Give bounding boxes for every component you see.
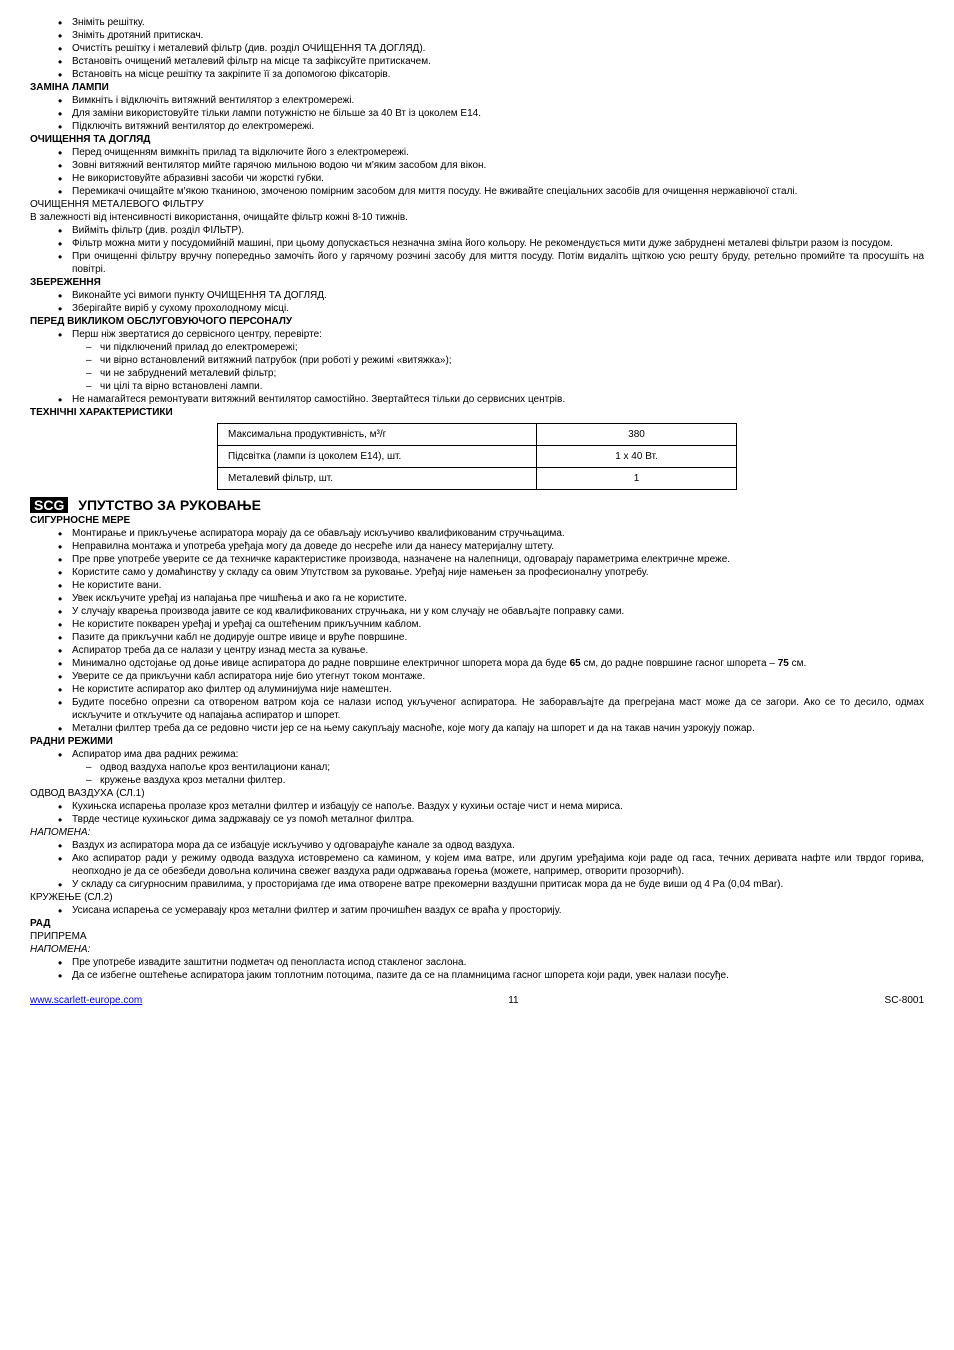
list-item: Уверите се да прикључни кабл аспиратора … bbox=[30, 670, 924, 683]
list-item: Будите посебно опрезни са отвореном ватр… bbox=[30, 696, 924, 722]
list-item: чи не забруднений металевий фільтр; bbox=[30, 367, 924, 380]
filter-intro: В залежності від інтенсивності використа… bbox=[30, 211, 924, 224]
heading-modes: РАДНИ РЕЖИМИ bbox=[30, 735, 924, 748]
list-item: Фільтр можна мити у посудомийній машині,… bbox=[30, 237, 924, 250]
list-item: Не користите покварен уређај и уређај са… bbox=[30, 618, 924, 631]
list-item: Метални филтер треба да се редовно чисти… bbox=[30, 722, 924, 735]
footer-url[interactable]: www.scarlett-europe.com bbox=[30, 994, 142, 1007]
list-item: Монтирање и прикључење аспиратора морају… bbox=[30, 527, 924, 540]
distance-value: 65 bbox=[570, 658, 581, 669]
heading-exhaust: ОДВОД ВАЗДУХА (СЛ.1) bbox=[30, 787, 924, 800]
list-item: кружење ваздуха кроз метални филтер. bbox=[30, 774, 924, 787]
list-item: Ваздух из аспиратора мора да се избацује… bbox=[30, 839, 924, 852]
spec-table: Максимальна продуктивність, м³/г 380 Під… bbox=[217, 423, 737, 490]
spec-value: 380 bbox=[537, 424, 737, 446]
list-item: Зовні витяжний вентилятор мийте гарячою … bbox=[30, 159, 924, 172]
list-item: У складу са сигурносним правилима, у про… bbox=[30, 878, 924, 891]
table-row: Підсвітка (лампи із цоколем Е14), шт. 1 … bbox=[218, 446, 737, 468]
list-item: Вимкніть і відключіть витяжний вентилято… bbox=[30, 94, 924, 107]
list-item: Перед очищенням вимкніть прилад та відкл… bbox=[30, 146, 924, 159]
list-item: Пазите да прикључни кабл не додирује ошт… bbox=[30, 631, 924, 644]
list-item: одвод ваздуха напоље кроз вентилациони к… bbox=[30, 761, 924, 774]
note-label: НАПОМЕНА: bbox=[30, 943, 924, 956]
spec-label: Максимальна продуктивність, м³/г bbox=[218, 424, 537, 446]
scg-exhaust-steps: Кухињска испарења пролазе кроз метални ф… bbox=[30, 800, 924, 826]
heading-circ: КРУЖЕЊЕ (СЛ.2) bbox=[30, 891, 924, 904]
text-part: см. bbox=[789, 658, 806, 669]
list-item: Неправилна монтажа и употреба уређаја мо… bbox=[30, 540, 924, 553]
list-item: Аспиратор има два радних режима: bbox=[30, 748, 924, 761]
list-item: При очищенні фільтру вручну попередньо з… bbox=[30, 250, 924, 276]
list-item: Усисана испарења се усмеравају кроз мета… bbox=[30, 904, 924, 917]
note-label: НАПОМЕНА: bbox=[30, 826, 924, 839]
list-item: Підключіть витяжний вентилятор до електр… bbox=[30, 120, 924, 133]
scg-modes-steps: Аспиратор има два радних режима: одвод в… bbox=[30, 748, 924, 787]
table-row: Металевий фільтр, шт. 1 bbox=[218, 468, 737, 490]
ua-service-steps: Перш ніж звертатися до сервісного центру… bbox=[30, 328, 924, 406]
list-item: Пре прве употребе уверите се да техничке… bbox=[30, 553, 924, 566]
heading-lamp: ЗАМІНА ЛАМПИ bbox=[30, 81, 924, 94]
list-item: Пре употребе извадите заштитни подметач … bbox=[30, 956, 924, 969]
distance-value: 75 bbox=[778, 658, 789, 669]
list-item: Не користите аспиратор ако филтер од алу… bbox=[30, 683, 924, 696]
list-item: Увек искључите уређај из напајања пре чи… bbox=[30, 592, 924, 605]
page-number: 11 bbox=[508, 994, 518, 1007]
list-item: Зніміть решітку. bbox=[30, 16, 924, 29]
ua-filter-steps: Зніміть решітку. Зніміть дротяний притис… bbox=[30, 16, 924, 81]
heading-storage: ЗБЕРЕЖЕННЯ bbox=[30, 276, 924, 289]
spec-label: Металевий фільтр, шт. bbox=[218, 468, 537, 490]
list-item: Для заміни використовуйте тільки лампи п… bbox=[30, 107, 924, 120]
heading-spec: ТЕХНІЧНІ ХАРАКТЕРИСТИКИ bbox=[30, 406, 924, 419]
spec-label: Підсвітка (лампи із цоколем Е14), шт. bbox=[218, 446, 537, 468]
list-item: Зберігайте виріб у сухому прохолодному м… bbox=[30, 302, 924, 315]
scg-circ-steps: Усисана испарења се усмеравају кроз мета… bbox=[30, 904, 924, 917]
text-part: Минимално одстојање од доње ивице аспира… bbox=[72, 658, 570, 669]
list-item: Встановіть на місце решітку та закріпите… bbox=[30, 68, 924, 81]
list-item: чи цілі та вірно встановлені лампи. bbox=[30, 380, 924, 393]
list-item: Аспиратор треба да се налази у центру из… bbox=[30, 644, 924, 657]
list-item: Кухињска испарења пролазе кроз метални ф… bbox=[30, 800, 924, 813]
list-item: Виконайте усі вимоги пункту ОЧИЩЕННЯ ТА … bbox=[30, 289, 924, 302]
ua-lamp-steps: Вимкніть і відключіть витяжний вентилято… bbox=[30, 94, 924, 133]
heading-metalfilter: ОЧИЩЕННЯ МЕТАЛЕВОГО ФІЛЬТРУ bbox=[30, 198, 924, 211]
manual-title: УПУТСТВО ЗА РУКОВАЊЕ bbox=[72, 497, 261, 513]
ua-clean-steps: Перед очищенням вимкніть прилад та відкл… bbox=[30, 146, 924, 198]
list-item: Вийміть фільтр (див. розділ ФІЛЬТР). bbox=[30, 224, 924, 237]
list-item: Не користите вани. bbox=[30, 579, 924, 592]
list-item: Очистіть решітку і металевий фільтр (див… bbox=[30, 42, 924, 55]
ua-storage-steps: Виконайте усі вимоги пункту ОЧИЩЕННЯ ТА … bbox=[30, 289, 924, 315]
scg-safety-steps: Монтирање и прикључење аспиратора морају… bbox=[30, 527, 924, 735]
language-tag: SCG bbox=[30, 497, 68, 513]
list-item: Встановіть очищений металевий фільтр на … bbox=[30, 55, 924, 68]
heading-prep: ПРИПРЕМА bbox=[30, 930, 924, 943]
list-item: чи вірно встановлений витяжний патрубок … bbox=[30, 354, 924, 367]
list-item: Минимално одстојање од доње ивице аспира… bbox=[30, 657, 924, 670]
list-item: У случају кварења производа јавите се ко… bbox=[30, 605, 924, 618]
list-item: чи підключений прилад до електромережі; bbox=[30, 341, 924, 354]
list-item: Перемикачі очищайте м'якою тканиною, змо… bbox=[30, 185, 924, 198]
list-item: Да се избегне оштећење аспиратора јаким … bbox=[30, 969, 924, 982]
scg-exhaust-note-steps: Ваздух из аспиратора мора да се избацује… bbox=[30, 839, 924, 891]
model-number: SC-8001 bbox=[885, 994, 924, 1007]
list-item: Зніміть дротяний притискач. bbox=[30, 29, 924, 42]
heading-work: РАД bbox=[30, 917, 924, 930]
spec-value: 1 bbox=[537, 468, 737, 490]
list-item: Ако аспиратор ради у режиму одвода вазду… bbox=[30, 852, 924, 878]
list-item: Користите само у домаћинству у складу са… bbox=[30, 566, 924, 579]
list-item: Не використовуйте абразивні засоби чи жо… bbox=[30, 172, 924, 185]
scg-prep-steps: Пре употребе извадите заштитни подметач … bbox=[30, 956, 924, 982]
list-item: Тврде честице кухињског дима задржавају … bbox=[30, 813, 924, 826]
table-row: Максимальна продуктивність, м³/г 380 bbox=[218, 424, 737, 446]
heading-clean: ОЧИЩЕННЯ ТА ДОГЛЯД bbox=[30, 133, 924, 146]
scg-section-title: SCG УПУТСТВО ЗА РУКОВАЊЕ bbox=[30, 496, 924, 514]
list-item: Не намагайтеся ремонтувати витяжний вент… bbox=[30, 393, 924, 406]
ua-filter-steps2: Вийміть фільтр (див. розділ ФІЛЬТР). Філ… bbox=[30, 224, 924, 276]
list-item: Перш ніж звертатися до сервісного центру… bbox=[30, 328, 924, 341]
spec-value: 1 х 40 Вт. bbox=[537, 446, 737, 468]
page-footer: www.scarlett-europe.com 11 SC-8001 bbox=[30, 994, 924, 1007]
heading-safety: СИГУРНОСНЕ МЕРЕ bbox=[30, 514, 924, 527]
text-part: см, до радне површине гасног шпорета – bbox=[581, 658, 778, 669]
heading-service: ПЕРЕД ВИКЛИКОМ ОБСЛУГОВУЮЧОГО ПЕРСОНАЛУ bbox=[30, 315, 924, 328]
